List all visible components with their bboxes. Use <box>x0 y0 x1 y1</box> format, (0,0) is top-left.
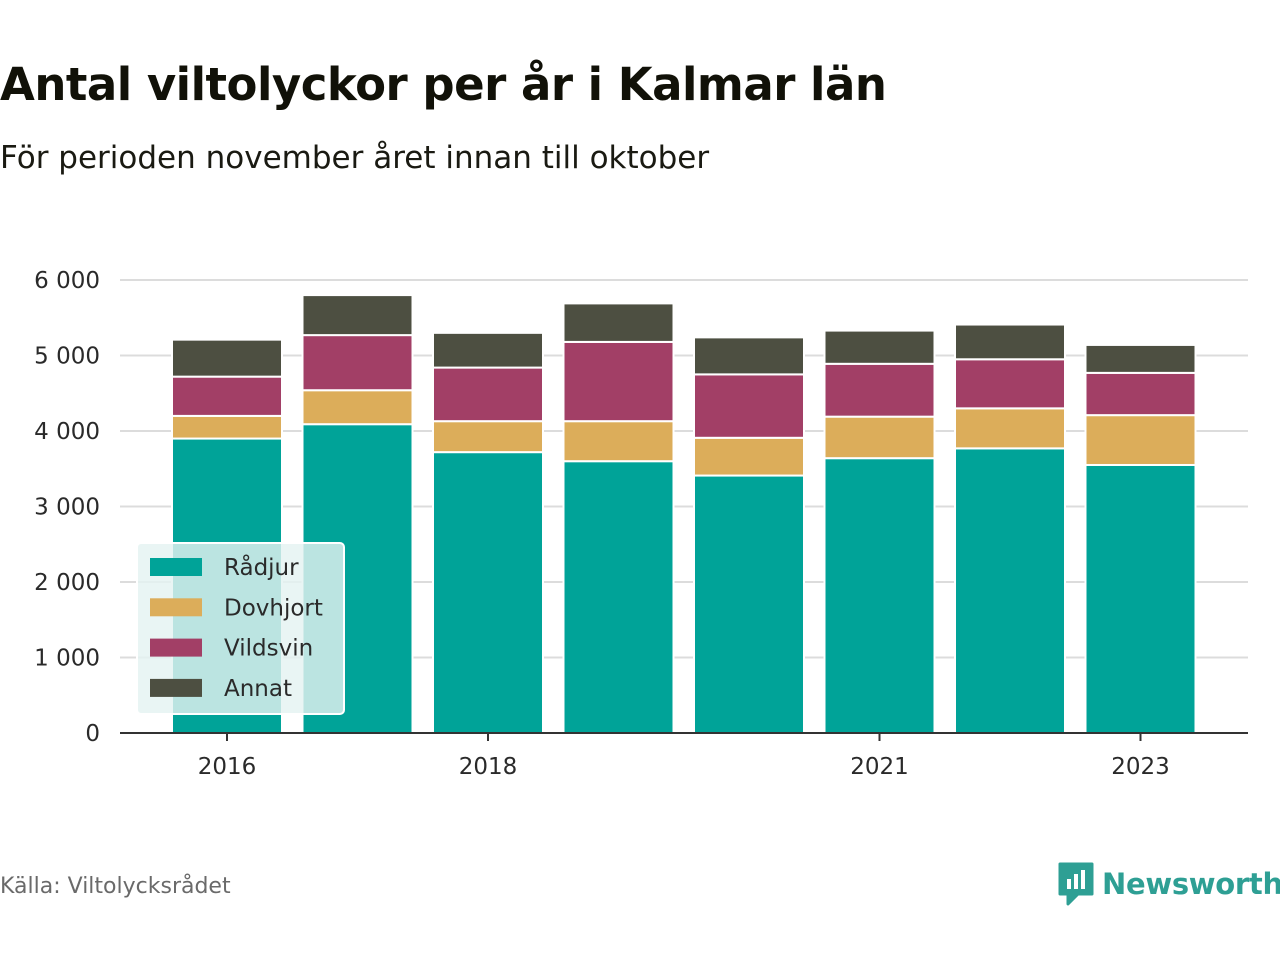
bar-segment-vildsvin <box>171 375 283 417</box>
y-tick-label: 5 000 <box>34 344 100 370</box>
x-axis: 2016 2018 2021 2023 <box>198 733 1170 780</box>
bar-segment-vildsvin <box>301 334 414 392</box>
bar-segment-rådjur <box>562 460 675 734</box>
brand-name: Newsworthy <box>1102 867 1280 901</box>
y-tick-label: 6 000 <box>34 268 100 294</box>
bar-segment-dovhjort <box>693 436 805 477</box>
legend-swatch-annat <box>150 678 202 697</box>
source-note: Källa: Viltolycksrådet <box>0 874 231 899</box>
bar-segment-rådjur <box>954 447 1066 734</box>
legend-box <box>136 542 345 715</box>
bar-segment-dovhjort <box>301 389 414 426</box>
x-tick-label: 2018 <box>459 754 518 780</box>
bar-segment-rådjur <box>1084 463 1197 734</box>
bar-segment-annat <box>693 336 805 376</box>
legend-label: Dovhjort <box>224 595 323 621</box>
legend-label: Vildsvin <box>224 636 313 662</box>
legend-swatch-dovhjort <box>150 598 202 617</box>
y-tick-label: 4 000 <box>34 419 100 445</box>
bar-segment-annat <box>301 294 414 337</box>
x-tick-label: 2021 <box>850 754 909 780</box>
bar-segment-rådjur <box>693 474 805 734</box>
bar-segment-dovhjort <box>1084 414 1197 466</box>
bar-segment-vildsvin <box>693 373 805 439</box>
bar-segment-annat <box>171 338 283 378</box>
bar-segment-vildsvin <box>823 362 936 418</box>
bar-segment-annat <box>432 331 544 369</box>
bar-segment-dovhjort <box>823 415 936 460</box>
bar-segment-dovhjort <box>954 407 1066 450</box>
legend-label: Annat <box>224 676 292 702</box>
newsworthy-logo-icon <box>1058 862 1094 906</box>
bar-segment-annat <box>1084 343 1197 374</box>
y-tick-label: 3 000 <box>34 495 100 521</box>
bar-segment-annat <box>954 323 1066 361</box>
bar-segment-dovhjort <box>432 420 544 454</box>
bar-segment-annat <box>823 329 936 365</box>
x-tick-label: 2016 <box>198 754 257 780</box>
legend-swatch-rådjur <box>150 558 202 576</box>
y-tick-label: 1 000 <box>34 646 100 672</box>
bar-segment-annat <box>562 302 675 343</box>
bar-segment-vildsvin <box>562 340 675 423</box>
chart-title: Antal viltolyckor per år i Kalmar län <box>0 58 887 111</box>
bar-segment-rådjur <box>432 451 544 734</box>
bar-segment-rådjur <box>823 457 936 734</box>
bar-segment-vildsvin <box>432 366 544 423</box>
y-tick-label: 0 <box>85 721 100 747</box>
y-tick-label: 2 000 <box>34 570 100 596</box>
bar-segment-dovhjort <box>562 420 675 463</box>
bar-segment-vildsvin <box>954 358 1066 410</box>
brand-logo: Newsworthy <box>1058 862 1280 906</box>
legend-label: Rådjur <box>224 553 299 581</box>
bar-segment-vildsvin <box>1084 371 1197 417</box>
legend: Rådjur Dovhjort Vildsvin Annat <box>136 542 345 715</box>
legend-swatch-vildsvin <box>150 638 202 657</box>
x-tick-label: 2023 <box>1111 754 1170 780</box>
chart-subtitle: För perioden november året innan till ok… <box>0 140 710 176</box>
y-axis: 0 1 000 2 000 3 000 4 000 5 000 6 000 <box>34 268 100 747</box>
bar-segment-dovhjort <box>171 414 283 440</box>
